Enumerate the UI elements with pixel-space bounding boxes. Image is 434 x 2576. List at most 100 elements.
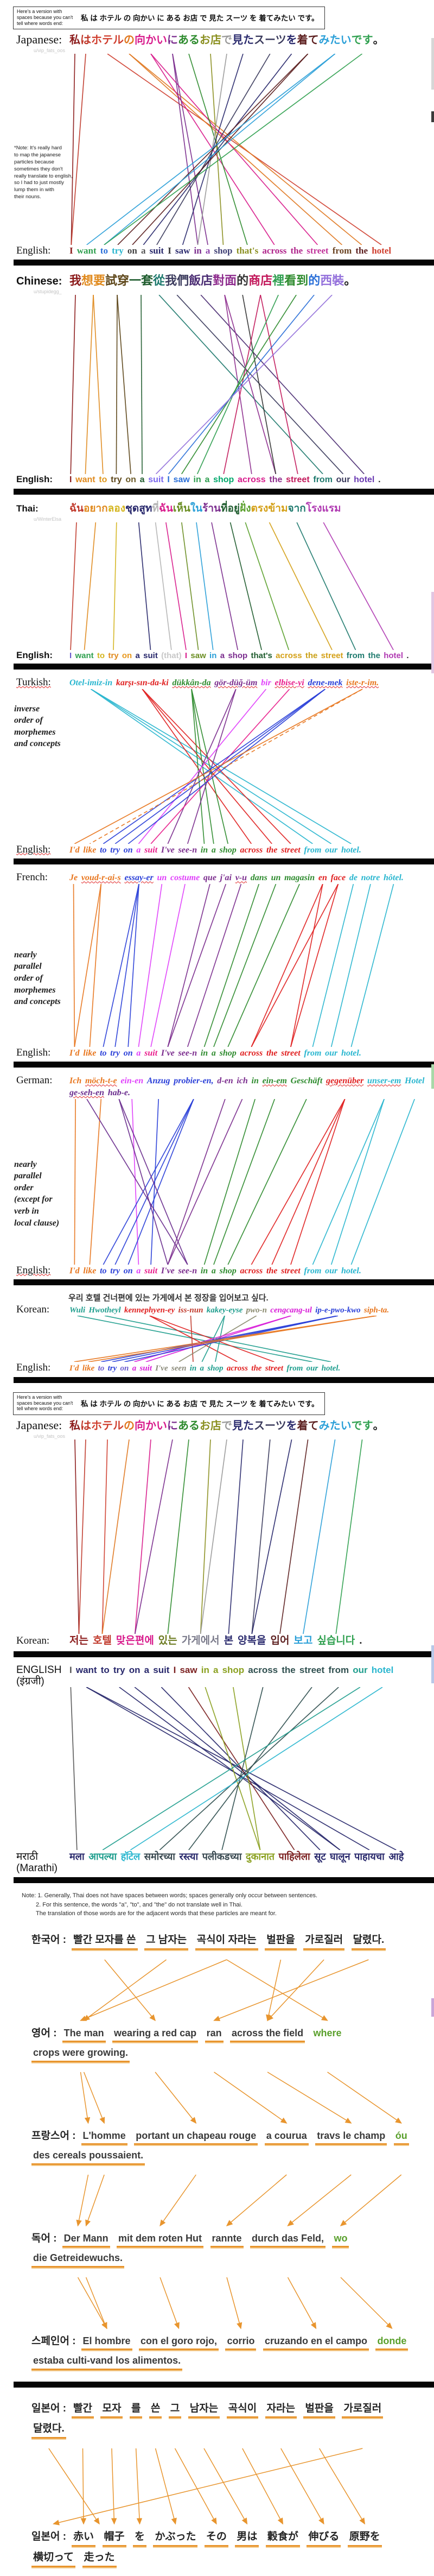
phrase: 자라는: [265, 2402, 297, 2419]
phrase: 곡식이: [226, 2402, 259, 2419]
word: the: [282, 1664, 296, 1675]
language-label: English:: [16, 843, 51, 855]
sentence-row-bottom: English: I'd like to try on a suit I've see-n in a s…: [0, 844, 434, 856]
cascade-row-label: 프랑스어 :: [31, 2130, 76, 2142]
word: hotel.: [341, 1266, 361, 1276]
note-line: Note: 1. Generally, Thai does not have s…: [22, 1892, 318, 1899]
side-note: nearly parallel order (except for verb i…: [14, 1159, 60, 1228]
word: the: [266, 1266, 278, 1276]
phrase: 달렸다.: [31, 2422, 66, 2439]
phrase: crops were growing.: [31, 2047, 130, 2062]
word: 。: [373, 34, 384, 47]
word: a: [132, 1364, 137, 1373]
word: gör-düğ-üm: [214, 678, 258, 688]
arrow-svg: [76, 2174, 402, 2226]
word: street: [321, 651, 343, 660]
watermark: u/WinterElsa: [34, 516, 62, 522]
word: a: [139, 475, 145, 485]
word: our: [353, 1664, 368, 1675]
word: suit: [144, 1266, 158, 1276]
word: ある: [178, 34, 200, 47]
word: ip-e-pwo-kwo: [315, 1306, 361, 1315]
word: 對面: [213, 274, 237, 288]
word: try: [110, 845, 120, 855]
word: to: [100, 245, 108, 256]
word: スーツ: [254, 1420, 286, 1432]
edge-artifact: [431, 38, 434, 90]
word: try: [111, 475, 122, 485]
word: hôtel.: [384, 873, 404, 883]
word: kakey-eyse: [206, 1306, 243, 1315]
word: 裡: [272, 274, 285, 288]
edge-artifact: [431, 111, 434, 122]
word: dans: [250, 873, 267, 883]
word: shop: [222, 1664, 245, 1675]
word: a: [144, 1664, 150, 1675]
alignment-lines-zone: [0, 1316, 434, 1362]
word: I: [173, 1664, 176, 1675]
phrase: 原野を: [347, 2530, 382, 2547]
word: 맞은편에: [116, 1635, 154, 1647]
word: ฉัน: [69, 502, 84, 514]
word: shop: [207, 1364, 224, 1373]
word: suit: [144, 845, 158, 855]
word: on: [122, 651, 132, 660]
word: cengcang-ul: [270, 1306, 312, 1315]
word: our: [306, 1364, 318, 1373]
note-line: The translation of those words are for t…: [36, 1910, 277, 1917]
word: 있는: [158, 1635, 177, 1647]
sentence-row-top: Japanese: 私はホテルの向かいにあるお店で見たスーツを着てみたいです。: [0, 33, 434, 48]
word: ich: [237, 1076, 248, 1086]
word: on: [123, 1266, 133, 1276]
phrase: The man: [62, 2027, 106, 2043]
word: our: [325, 1266, 338, 1276]
word: on: [123, 845, 133, 855]
thai-note: Note: 1. Generally, Thai does not have s…: [0, 1886, 434, 1922]
sentence-row-bottom: English: I'd like to try on a suit I've see-n in a s…: [0, 1047, 434, 1059]
word: hab-e.: [107, 1088, 131, 1098]
word: Ich: [69, 1076, 82, 1086]
phrase: wearing a red cap: [112, 2027, 199, 2043]
word: ฝั่ง: [240, 502, 251, 514]
word: 。: [373, 1420, 384, 1432]
word: across: [248, 1664, 278, 1675]
word: j'ai: [220, 873, 232, 883]
section-chinese-english: Chinese: 我想要試穿一套從我們飯店對面的商店裡看到的西裝。 u/stupid…: [0, 268, 434, 485]
arrow-zone: [0, 2174, 434, 2228]
word: 看到: [284, 274, 309, 288]
phrase: 달렸다.: [351, 1934, 386, 1950]
word: v-u: [235, 873, 247, 883]
sentence-words: 저는 호텔 맞은편에 있는 가게에서 본 양복을 입어 보고 싶습니다.: [69, 1634, 434, 1649]
language-label: Chinese:: [16, 275, 62, 288]
phrase: 穀食が: [265, 2530, 300, 2547]
sentence-words: I'd like to try on a suit I've see-n in a shop acros…: [69, 1047, 434, 1059]
word: 商店: [248, 274, 273, 288]
phrase: El hombre: [81, 2335, 132, 2351]
section-french-english: French: Je voud-r-ai-s essay-er un costume que…: [0, 867, 434, 1059]
word: .: [406, 651, 409, 660]
phrase: その: [204, 2530, 228, 2547]
word: です: [351, 1420, 373, 1432]
word: समोरच्या: [144, 1851, 175, 1862]
phrase: 가로질러: [303, 1934, 345, 1950]
watermark: u/vip_fats_oos: [34, 1434, 66, 1439]
sentence-words: 私はホテルの向かいにあるお店で見たスーツを着てみたいです。: [69, 33, 434, 48]
word: want: [75, 475, 95, 485]
phrase: wo: [332, 2232, 349, 2248]
cascade-row-label: 독어 :: [31, 2232, 57, 2244]
word: try: [112, 245, 124, 256]
phrase: corrio: [225, 2335, 257, 2351]
language-label: English:: [16, 649, 53, 660]
word: ที่อยู่: [220, 502, 240, 514]
word: を: [286, 1420, 297, 1432]
alignment-lines-svg: [73, 883, 394, 1047]
phrase: 横切って: [31, 2551, 76, 2567]
word: like: [82, 1364, 95, 1373]
word: street: [299, 1664, 325, 1675]
side-note: *Note: It's really hard to map the japan…: [14, 145, 73, 200]
word: ホテル: [91, 1420, 124, 1432]
section-divider: [14, 1062, 434, 1068]
word: で: [221, 34, 232, 47]
